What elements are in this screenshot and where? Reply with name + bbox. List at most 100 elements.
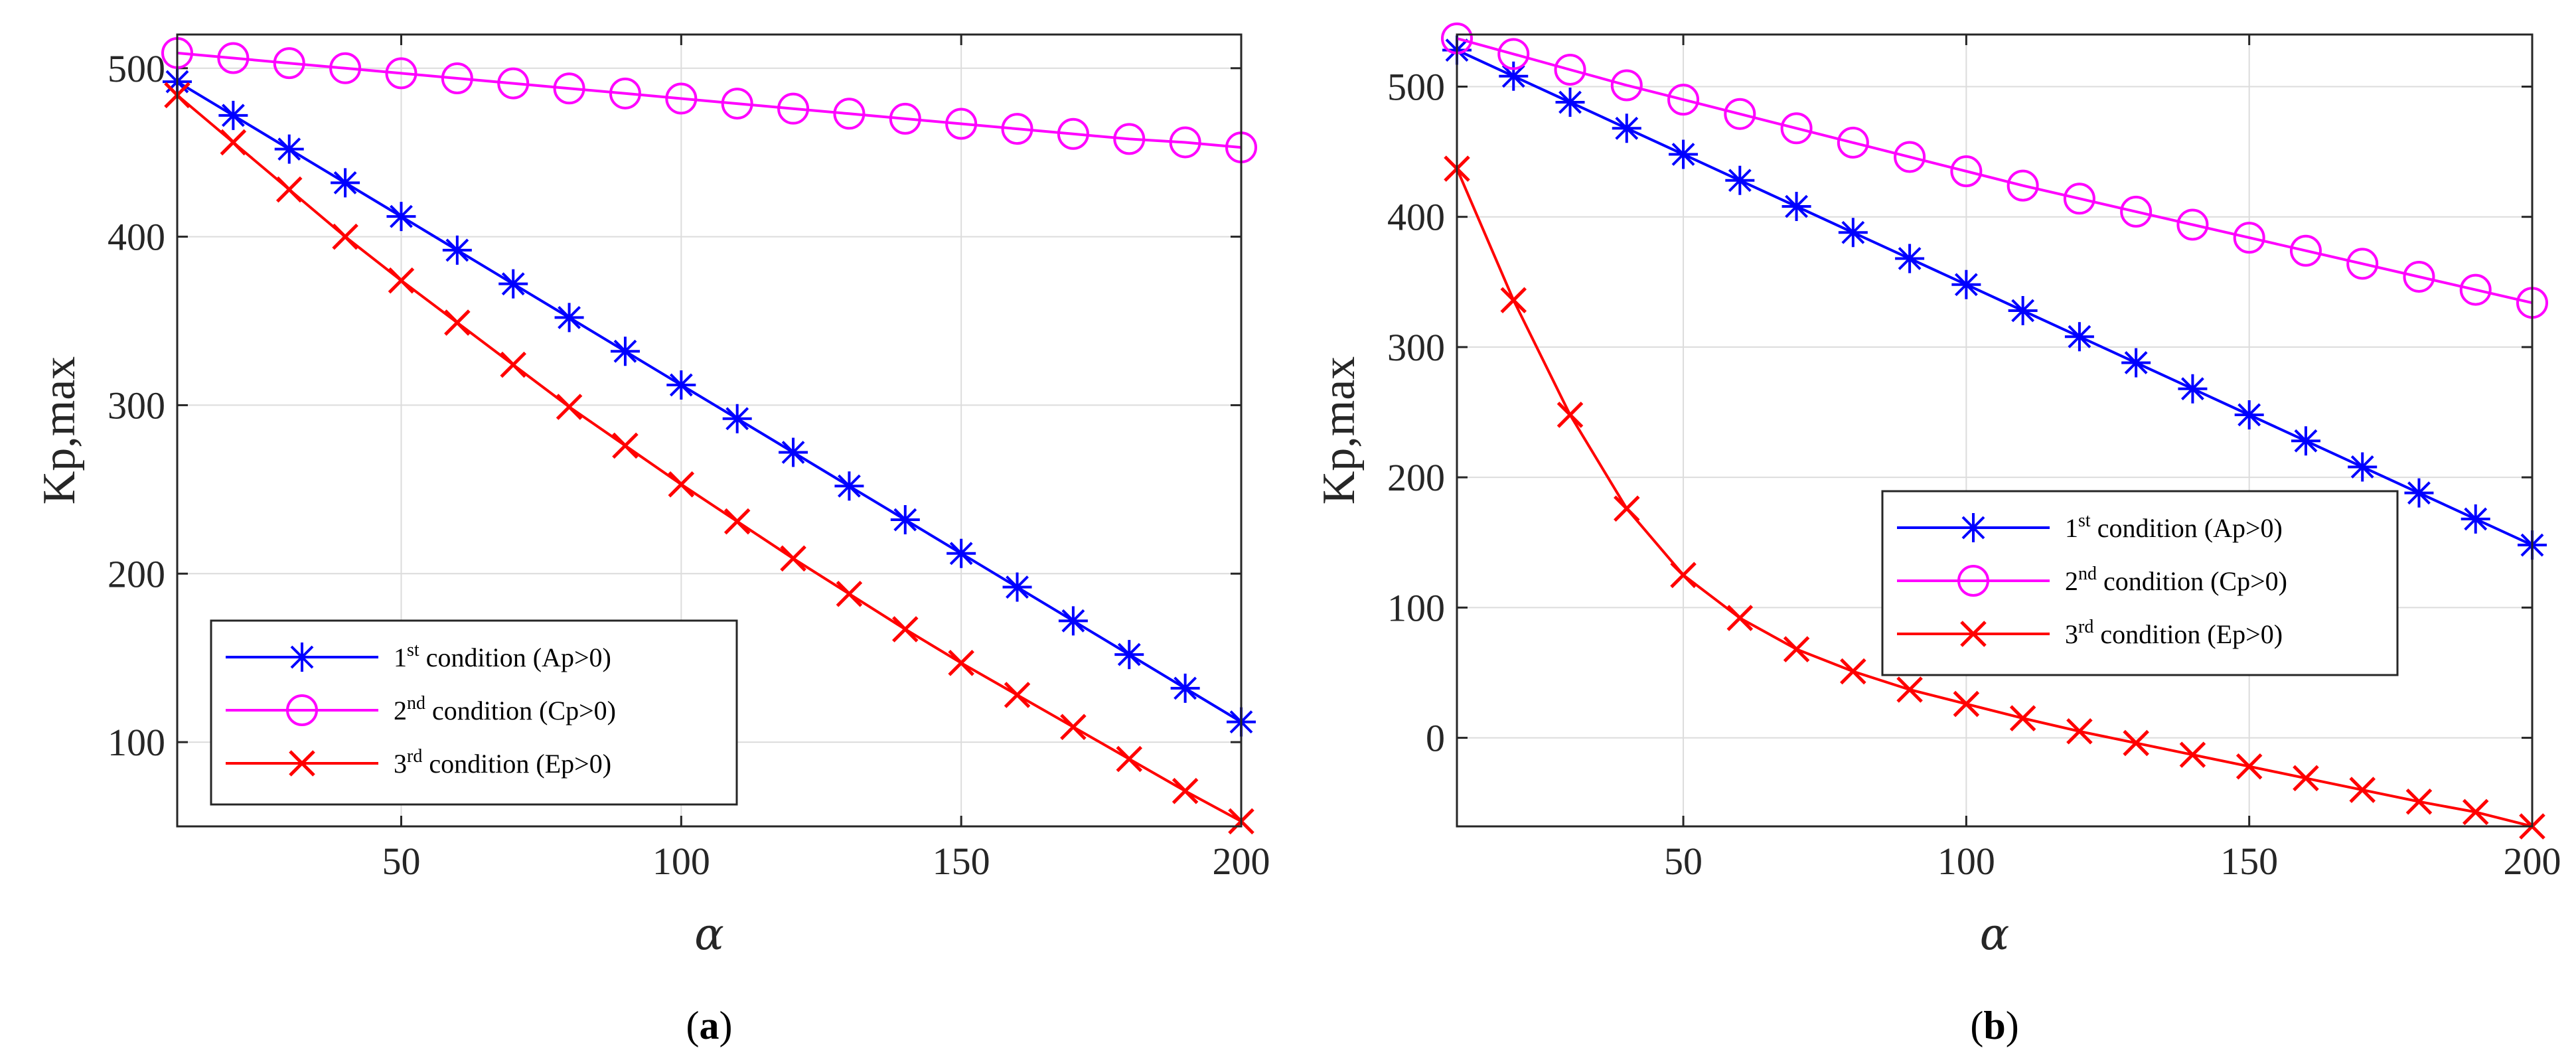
x-tick-label: 150 bbox=[2220, 840, 2278, 883]
data-point bbox=[1172, 777, 1199, 804]
data-point bbox=[1667, 84, 1700, 116]
data-point bbox=[556, 394, 583, 420]
x-tick-label: 200 bbox=[2504, 840, 2561, 883]
data-point bbox=[1610, 69, 1643, 102]
data-point bbox=[2404, 478, 2434, 508]
data-point bbox=[836, 580, 863, 607]
y-tick-label: 0 bbox=[1426, 717, 1445, 760]
data-point bbox=[2349, 777, 2376, 803]
data-point bbox=[609, 77, 641, 110]
data-point bbox=[498, 269, 528, 299]
data-point bbox=[1114, 640, 1144, 670]
plot-area bbox=[1457, 35, 2532, 826]
x-tick-label: 200 bbox=[1213, 840, 1270, 883]
data-point bbox=[1894, 141, 1926, 173]
data-point bbox=[1669, 139, 1699, 169]
data-point bbox=[1953, 690, 1980, 718]
axes-box bbox=[1456, 33, 2534, 828]
data-point bbox=[1896, 676, 1923, 703]
legend-label: 1st condition (Ap>0) bbox=[394, 640, 611, 672]
series-line bbox=[1456, 37, 2533, 305]
data-point bbox=[1497, 38, 1530, 70]
data-point bbox=[275, 176, 303, 203]
data-point bbox=[2178, 374, 2208, 404]
y-tick-label: 400 bbox=[1387, 196, 1445, 239]
chart-b: 50 100 150 200 0 100 200 300 400 500 α Kp,max 1st co… bbox=[1314, 22, 2561, 1047]
data-point bbox=[273, 47, 305, 80]
data-point bbox=[948, 650, 974, 676]
y-tick-label: 500 bbox=[108, 47, 165, 90]
data-point bbox=[1057, 117, 1089, 150]
data-point bbox=[2176, 208, 2209, 241]
data-point bbox=[722, 404, 752, 433]
data-point bbox=[2235, 753, 2263, 780]
data-point bbox=[1670, 562, 1697, 589]
series-1 bbox=[1442, 35, 2547, 560]
y-tick-label: 300 bbox=[108, 384, 165, 427]
data-point bbox=[1058, 606, 1088, 636]
figure-caption: (b) bbox=[1970, 1004, 2018, 1047]
data-point bbox=[444, 309, 471, 336]
x-axis-label: α bbox=[694, 909, 724, 960]
data-point bbox=[2234, 400, 2264, 429]
series-line bbox=[1456, 48, 2533, 547]
y-tick-label: 400 bbox=[108, 216, 165, 259]
data-point bbox=[1060, 714, 1087, 741]
data-point bbox=[1724, 98, 1756, 130]
data-point bbox=[2289, 234, 2322, 267]
data-point bbox=[442, 235, 472, 265]
data-point bbox=[2291, 426, 2320, 456]
data-point bbox=[1555, 88, 1585, 117]
series-3 bbox=[1444, 155, 2545, 840]
legend-marker bbox=[286, 694, 318, 726]
legend-label: 1st condition (Ap>0) bbox=[2065, 510, 2283, 543]
legend-marker bbox=[1960, 621, 1987, 647]
data-point bbox=[331, 168, 360, 198]
data-point bbox=[665, 82, 698, 115]
data-point bbox=[2346, 248, 2379, 280]
data-point bbox=[723, 508, 751, 535]
data-point bbox=[1554, 53, 1586, 86]
data-point bbox=[274, 134, 304, 164]
data-point bbox=[1004, 682, 1031, 708]
data-point bbox=[1781, 192, 1811, 222]
data-point bbox=[554, 303, 584, 333]
data-point bbox=[1170, 673, 1200, 703]
data-point bbox=[612, 432, 639, 459]
data-point bbox=[1001, 113, 1033, 145]
legend: 1st condition (Ap>0) 2nd condition (Cp>0)… bbox=[210, 619, 738, 806]
data-point bbox=[500, 351, 526, 378]
data-point bbox=[497, 67, 530, 100]
data-point bbox=[2009, 705, 2036, 731]
series-2 bbox=[161, 37, 1257, 164]
y-tick-label: 200 bbox=[1387, 456, 1445, 499]
y-tick-label: 300 bbox=[1387, 326, 1445, 369]
legend-label: 3rd condition (Ep>0) bbox=[394, 746, 611, 779]
data-point bbox=[779, 437, 808, 467]
data-point bbox=[945, 108, 978, 140]
data-point bbox=[388, 267, 415, 294]
data-point bbox=[610, 337, 640, 366]
legend-marker bbox=[1959, 513, 1988, 542]
data-point bbox=[329, 52, 362, 84]
data-point bbox=[1726, 605, 1754, 631]
data-point bbox=[668, 471, 695, 498]
legend-marker bbox=[287, 643, 317, 672]
data-point bbox=[220, 129, 247, 156]
series-1 bbox=[163, 67, 1256, 737]
data-point bbox=[2008, 295, 2038, 325]
legend: 1st condition (Ap>0) 2nd condition (Cp>0)… bbox=[1881, 490, 2399, 676]
legend-box bbox=[210, 619, 738, 806]
data-point bbox=[218, 100, 248, 130]
y-tick-label: 100 bbox=[108, 721, 165, 764]
data-point bbox=[2120, 195, 2153, 228]
x-axis-label: α bbox=[1980, 909, 2010, 960]
data-point bbox=[2405, 788, 2433, 815]
legend-label: 2nd condition (Cp>0) bbox=[2065, 564, 2287, 596]
figure-caption: (a) bbox=[686, 1004, 733, 1047]
data-point bbox=[2293, 765, 2319, 792]
data-point bbox=[1002, 572, 1032, 602]
data-point bbox=[1783, 636, 1810, 662]
axes-box bbox=[176, 33, 1243, 828]
series-line bbox=[176, 80, 1243, 723]
